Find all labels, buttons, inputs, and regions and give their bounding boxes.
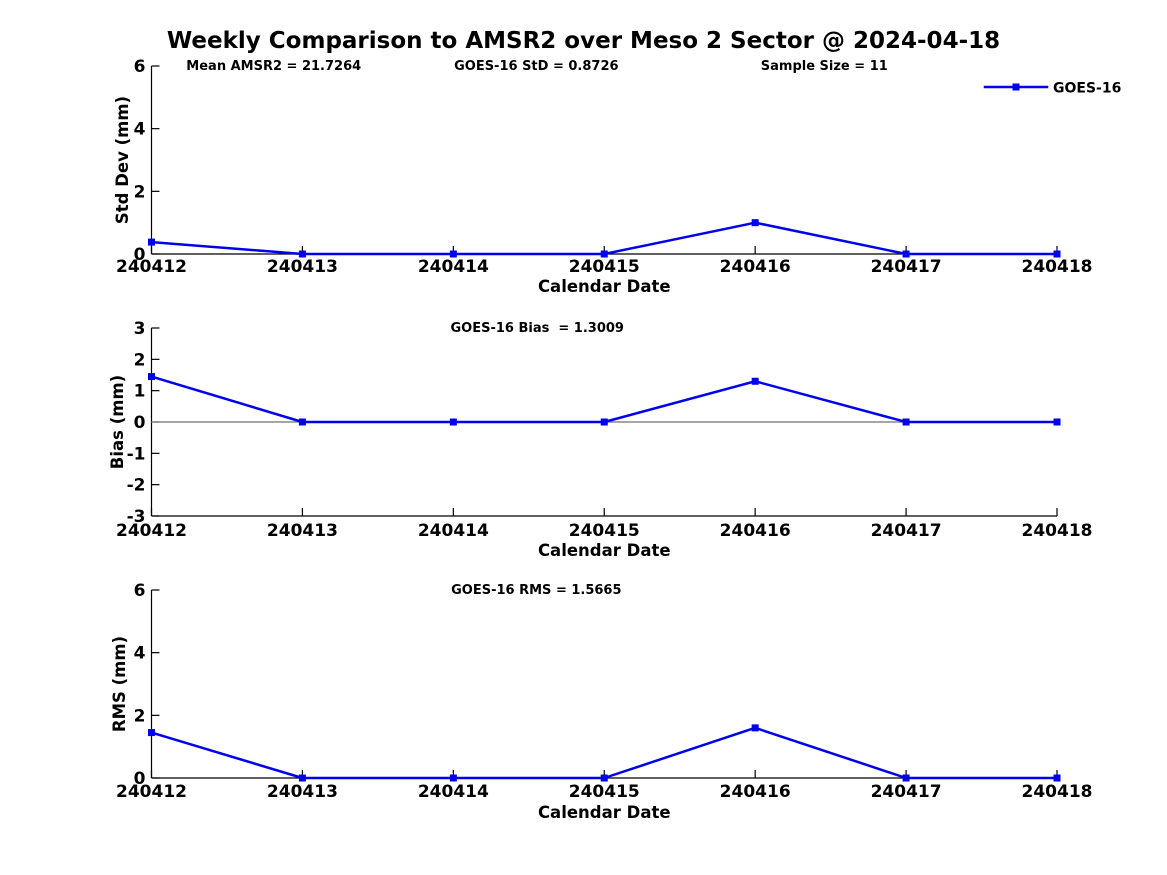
subplot-rms: 0 2 4 6 240412 240413 240414 240415 240416 240417… [0,570,1167,875]
data-marker-goes16 [751,724,759,732]
data-marker-goes16 [751,219,759,227]
subplot-stddev: 0 2 4 6 240412 240413 240414 240415 240416 240417… [0,56,1167,306]
y-axis-label: RMS (mm) [110,636,129,732]
data-marker-goes16 [902,250,910,258]
y-tick-label: 0 [134,413,146,433]
data-marker-goes16 [751,377,759,385]
stat-annotation: GOES-16 RMS = 1.5665 [451,583,621,598]
y-tick-label: 0 [134,769,146,789]
x-tick-label: 240414 [418,257,489,277]
data-marker-goes16 [148,238,155,246]
y-tick-label: 4 [134,644,146,664]
data-marker-goes16 [148,373,155,381]
x-axis-label: Calendar Date [538,277,671,296]
data-marker-goes16 [449,418,457,426]
y-tick-label: 2 [134,350,146,370]
y-tick-label: 0 [134,245,146,265]
data-marker-goes16 [1053,418,1061,426]
data-marker-goes16 [298,418,306,426]
data-marker-goes16 [902,418,910,426]
x-axis-label: Calendar Date [538,803,671,822]
y-tick-label: 1 [134,382,146,402]
legend-label: GOES-16 [1053,81,1121,97]
x-tick-label: 240413 [267,521,338,541]
y-tick-label: -1 [127,444,146,464]
y-axis-label: Bias (mm) [108,375,127,469]
x-tick-label: 240418 [1022,782,1093,802]
data-marker-goes16 [449,250,457,258]
x-tick-label: 240413 [267,257,338,277]
stat-annotation: GOES-16 StD = 0.8726 [454,59,618,74]
figure-title: Weekly Comparison to AMSR2 over Meso 2 S… [166,28,1001,54]
x-tick-label: 240415 [569,521,640,541]
data-marker-goes16 [600,418,608,426]
chart-canvas: 0 2 4 6 240412 240413 240414 240415 240416 240417… [110,581,1093,822]
x-tick-label: 240412 [116,782,187,802]
x-tick-label: 240418 [1022,521,1093,541]
y-tick-label: -2 [127,476,146,496]
x-tick-label: 240415 [569,257,640,277]
y-axis-label: Std Dev (mm) [113,96,132,224]
x-tick-label: 240415 [569,782,640,802]
y-tick-label: 2 [134,182,146,202]
data-marker-goes16 [1053,250,1061,258]
x-tick-label: 240412 [116,257,187,277]
legend-marker [1012,83,1020,91]
data-marker-goes16 [148,729,155,737]
data-marker-goes16 [298,250,306,258]
chart-canvas: 0 2 4 6 240412 240413 240414 240415 240416 240417… [113,57,1121,296]
x-tick-label: 240412 [116,521,187,541]
stat-annotation: Sample Size = 11 [761,59,888,74]
x-tick-label: 240417 [871,782,942,802]
y-tick-label: 3 [134,319,146,339]
x-tick-label: 240417 [871,521,942,541]
y-tick-label: 2 [134,706,146,726]
x-tick-label: 240417 [871,257,942,277]
data-marker-goes16 [902,774,910,782]
data-marker-goes16 [449,774,457,782]
data-marker-goes16 [600,250,608,258]
x-tick-label: 240414 [418,521,489,541]
x-axis-label: Calendar Date [538,541,671,560]
y-tick-label: -3 [127,507,146,527]
stat-annotation: GOES-16 Bias = 1.3009 [450,321,624,336]
subplot-bias: 3 2 1 0 -1 -2 -3 240412 240413 240414 240415 240416… [0,306,1167,570]
x-tick-label: 240413 [267,782,338,802]
data-marker-goes16 [298,774,306,782]
y-tick-label: 4 [134,120,146,140]
data-line-goes16 [149,375,1059,424]
x-tick-label: 240418 [1022,257,1093,277]
data-marker-goes16 [1053,774,1061,782]
y-tick-label: 6 [134,581,146,601]
x-tick-label: 240416 [720,257,791,277]
x-tick-label: 240414 [418,782,489,802]
data-marker-goes16 [600,774,608,782]
stat-annotation: Mean AMSR2 = 21.7264 [186,59,361,74]
x-tick-label: 240416 [720,521,791,541]
y-tick-label: 6 [134,57,146,77]
x-tick-label: 240416 [720,782,791,802]
